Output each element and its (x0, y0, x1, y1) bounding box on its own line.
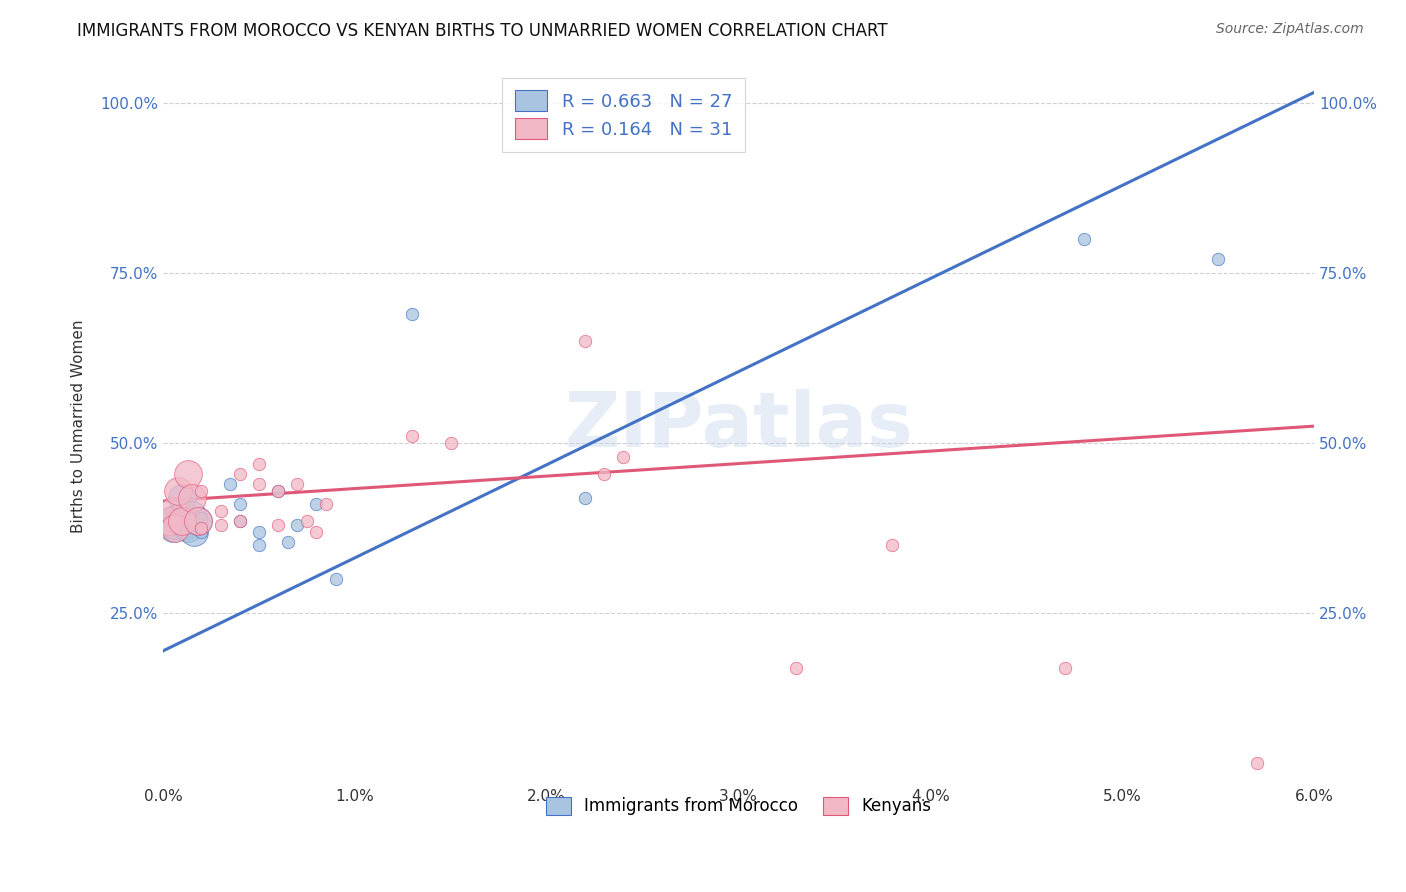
Point (159, 515, 181, 529)
Point (401, 429, 423, 443)
Point (401, 307, 423, 321)
Point (183, 524, 205, 539)
Point (612, 450, 634, 464)
Legend: Immigrants from Morocco, Kenyans: Immigrants from Morocco, Kenyans (536, 787, 942, 825)
Point (247, 477, 270, 491)
Point (190, 521, 212, 535)
Point (285, 477, 308, 491)
Point (186, 515, 208, 529)
Point (180, 491, 202, 505)
Point (186, 515, 208, 529)
Point (177, 521, 200, 535)
Point (574, 491, 596, 505)
Point (190, 483, 212, 498)
Point (229, 515, 252, 529)
Point (267, 517, 290, 532)
Point (190, 524, 212, 539)
Point (785, 661, 807, 675)
Point (277, 535, 299, 549)
Point (172, 491, 194, 505)
Point (177, 467, 200, 481)
Point (165, 511, 187, 525)
Point (315, 498, 337, 512)
Point (157, 515, 180, 529)
Text: Source: ZipAtlas.com: Source: ZipAtlas.com (1216, 22, 1364, 37)
Point (1246, 756, 1268, 771)
Point (167, 515, 190, 529)
Point (167, 483, 190, 498)
Point (267, 483, 290, 498)
Point (229, 515, 252, 529)
Point (267, 483, 290, 498)
Point (295, 515, 318, 529)
Point (325, 573, 347, 587)
Point (172, 515, 194, 529)
Point (305, 498, 328, 512)
Point (880, 538, 903, 552)
Point (247, 457, 270, 471)
Point (229, 498, 252, 512)
Point (593, 467, 616, 481)
Point (163, 517, 186, 532)
Point (1053, 661, 1076, 675)
Text: ZIPatlas: ZIPatlas (564, 389, 912, 463)
Point (1206, 252, 1229, 267)
Point (1073, 232, 1095, 246)
Point (163, 521, 186, 535)
Point (247, 524, 270, 539)
Text: IMMIGRANTS FROM MOROCCO VS KENYAN BIRTHS TO UNMARRIED WOMEN CORRELATION CHART: IMMIGRANTS FROM MOROCCO VS KENYAN BIRTHS… (77, 22, 889, 40)
Point (190, 511, 212, 525)
Point (209, 517, 232, 532)
Point (174, 517, 197, 532)
Point (162, 504, 184, 518)
Point (219, 477, 242, 491)
Y-axis label: Births to Unmarried Women: Births to Unmarried Women (72, 319, 86, 533)
Point (209, 504, 232, 518)
Point (574, 334, 596, 348)
Point (162, 521, 184, 535)
Point (440, 436, 463, 450)
Point (247, 538, 270, 552)
Point (305, 524, 328, 539)
Point (180, 508, 202, 522)
Point (285, 517, 308, 532)
Point (229, 467, 252, 481)
